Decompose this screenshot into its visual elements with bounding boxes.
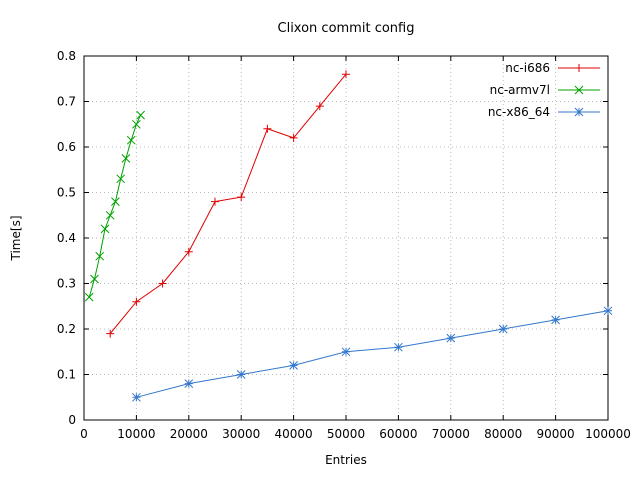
x-tick-label: 60000	[379, 427, 417, 441]
legend: nc-i686 nc-armv7l nc-x86_64	[488, 61, 600, 119]
gridlines	[84, 56, 608, 420]
x-tick-label: 40000	[275, 427, 313, 441]
asterisk-markers	[132, 306, 613, 402]
legend-entry: nc-i686	[505, 61, 600, 75]
series-nc-x86_64	[132, 306, 613, 402]
legend-label: nc-i686	[505, 61, 550, 75]
y-tick-label: 0.8	[57, 49, 76, 63]
tick-marks	[83, 55, 609, 421]
y-tick-label: 0.5	[57, 186, 76, 200]
legend-marker-sample	[574, 85, 584, 95]
plus-markers	[106, 70, 350, 338]
legend-label: nc-armv7l	[490, 83, 550, 97]
series-nc-armv7l	[84, 110, 145, 302]
x-tick-label: 100000	[585, 427, 631, 441]
x-tick-label: 90000	[537, 427, 575, 441]
x-tick-label: 20000	[170, 427, 208, 441]
x-tick-label: 30000	[222, 427, 260, 441]
chart-title: Clixon commit config	[278, 21, 415, 36]
legend-marker-sample	[575, 64, 583, 72]
y-tick-label: 0	[68, 413, 76, 427]
x-tick-labels: 0 10000 20000 30000 40000 50000 60000 70000 8000…	[80, 427, 631, 441]
x-tick-label: 50000	[327, 427, 365, 441]
series-nc-i686	[106, 70, 350, 338]
x-tick-label: 0	[80, 427, 88, 441]
series-line	[109, 73, 347, 334]
series-line	[136, 310, 609, 398]
legend-entry: nc-x86_64	[488, 105, 600, 119]
y-tick-label: 0.3	[57, 277, 76, 291]
x-tick-label: 80000	[484, 427, 522, 441]
cross-markers	[84, 110, 145, 302]
x-tick-label: 70000	[432, 427, 470, 441]
y-tick-label: 0.4	[57, 231, 76, 245]
y-axis-label: Time[s]	[9, 216, 23, 262]
y-tick-label: 0.1	[57, 368, 76, 382]
x-tick-label: 10000	[117, 427, 155, 441]
x-axis-label: Entries	[325, 453, 367, 467]
y-tick-label: 0.2	[57, 322, 76, 336]
y-tick-label: 0.6	[57, 140, 76, 154]
legend-label: nc-x86_64	[488, 105, 550, 119]
legend-entry: nc-armv7l	[490, 83, 600, 97]
y-tick-labels: 0 0.1 0.2 0.3 0.4 0.5 0.6 0.7 0.8	[57, 49, 76, 427]
legend-marker-sample	[574, 107, 584, 117]
data-series	[84, 70, 613, 402]
y-tick-label: 0.7	[57, 95, 76, 109]
